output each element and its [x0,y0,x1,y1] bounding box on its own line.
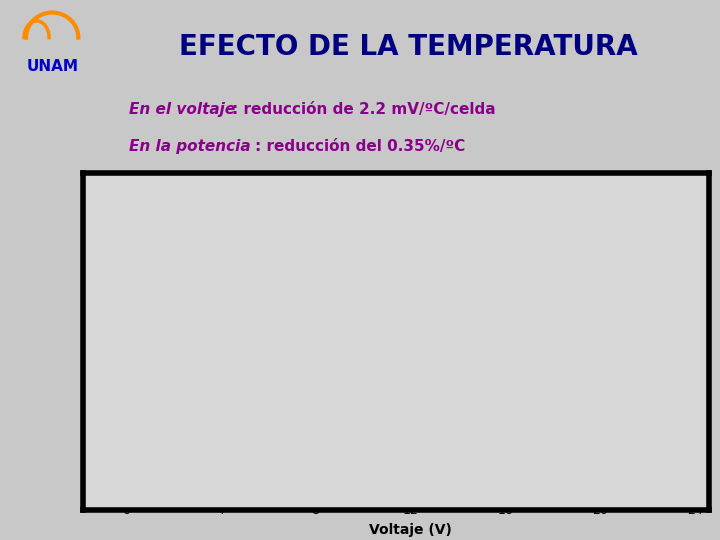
Y-axis label: Corriente (A): Corriente (A) [96,294,110,383]
Text: : reducción del 0.35%/ºC: : reducción del 0.35%/ºC [255,139,465,154]
Text: 15 °C: 15 °C [636,435,666,445]
X-axis label: Voltaje (V): Voltaje (V) [369,523,452,537]
Text: En el voltaje: En el voltaje [129,103,235,117]
Polygon shape [405,204,548,500]
Text: EFECTO DE LA TEMPERATURA: EFECTO DE LA TEMPERATURA [179,33,638,61]
Text: : reducción de 2.2 mV/ºC/celda: : reducción de 2.2 mV/ºC/celda [232,103,495,117]
Text: 25 °C: 25 °C [572,289,614,300]
Text: 55ºC: 55ºC [453,435,480,445]
Text: UNAM: UNAM [26,59,78,73]
Text: 40ºC: 40ºC [469,346,513,356]
Text: En la potencia: En la potencia [129,139,251,154]
